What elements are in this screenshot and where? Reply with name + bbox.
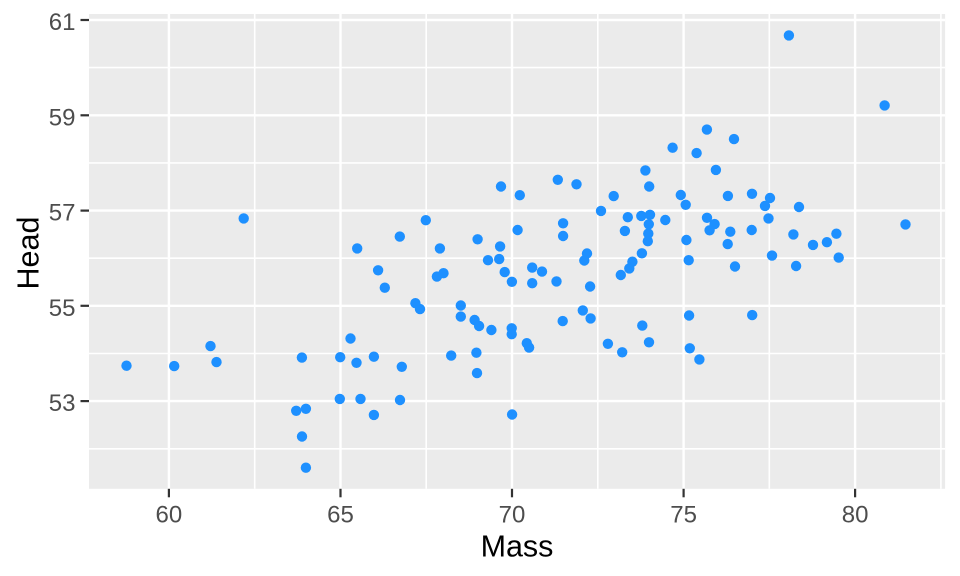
svg-text:60: 60 bbox=[156, 502, 183, 529]
svg-text:53: 53 bbox=[49, 390, 76, 417]
svg-text:80: 80 bbox=[842, 502, 869, 529]
svg-text:75: 75 bbox=[670, 502, 697, 529]
svg-text:65: 65 bbox=[327, 502, 354, 529]
svg-text:59: 59 bbox=[49, 104, 76, 131]
svg-text:Mass: Mass bbox=[481, 530, 554, 564]
svg-text:Head: Head bbox=[11, 217, 45, 290]
svg-text:70: 70 bbox=[499, 502, 526, 529]
svg-text:61: 61 bbox=[49, 9, 76, 36]
svg-text:57: 57 bbox=[49, 200, 76, 227]
svg-text:55: 55 bbox=[49, 295, 76, 322]
